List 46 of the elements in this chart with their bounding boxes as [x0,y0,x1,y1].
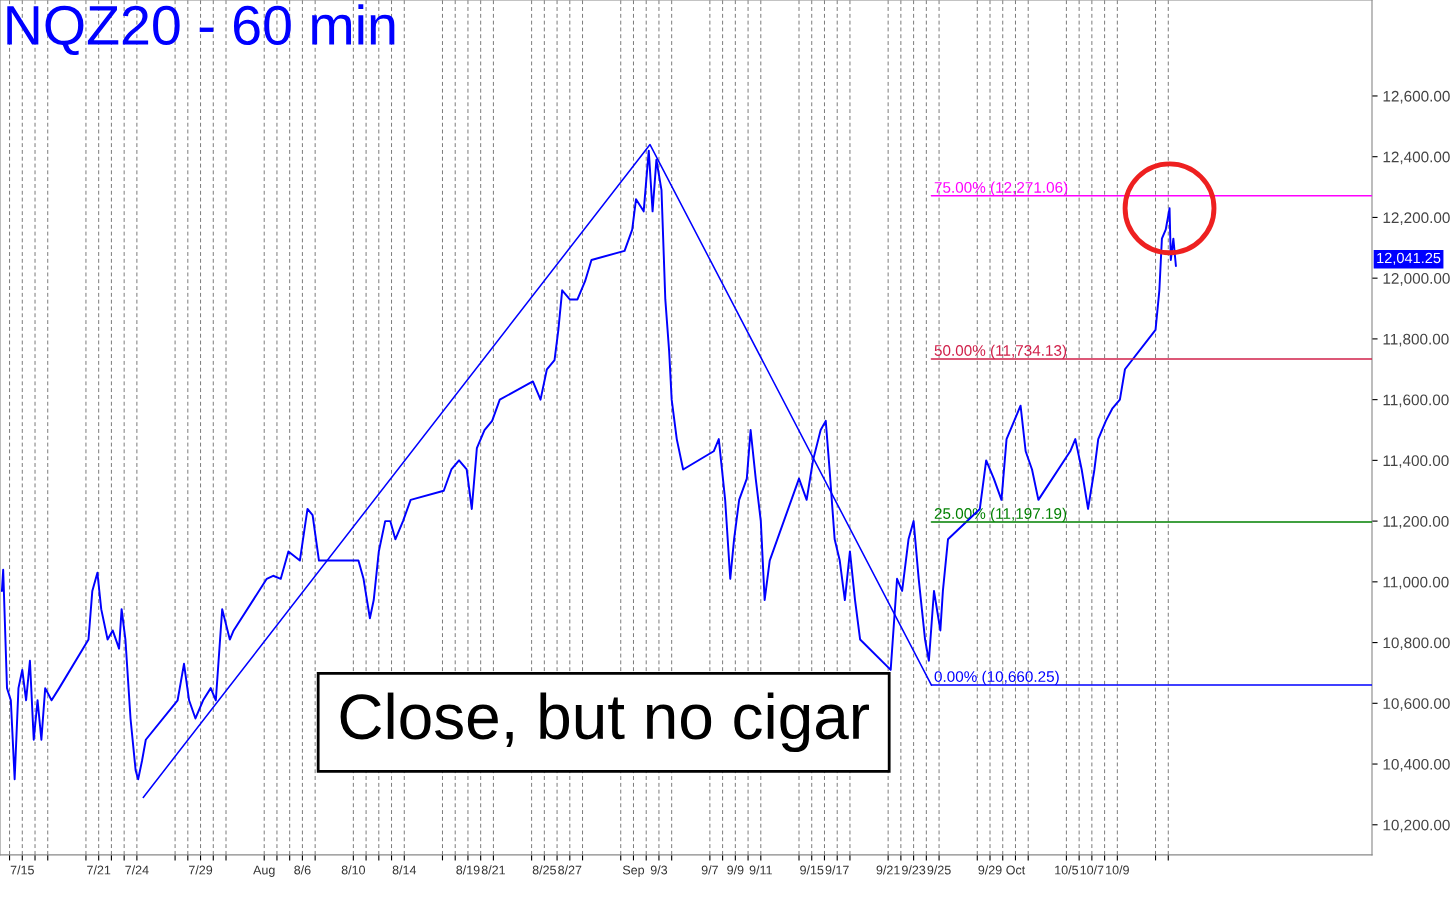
x-tick-label: 10/9 [1106,865,1129,875]
x-tick-label: 7/15 [10,865,34,875]
x-tick-label: 8/21 [481,865,505,875]
x-tick-label: 7/29 [189,865,213,875]
x-tick-label: 9/25 [927,865,951,875]
text: 12,041.25 [1377,252,1441,265]
x-tick-label: 8/14 [392,865,417,875]
x-tick-label: 9/11 [749,865,772,875]
x-tick-label: 8/19 [456,865,480,875]
y-tick-label: 11,600.00 [1383,394,1449,408]
y-tick-label: 10,600.00 [1383,698,1450,711]
x-tick-label: Sep [622,865,645,877]
x-tick-label: 7/21 [87,865,111,875]
y-tick-label: 10,400.00 [1383,758,1450,772]
x-tick-label: 10/5 [1055,865,1079,875]
y-tick-label: 11,400.00 [1383,455,1449,468]
x-tick-label: 9/7 [701,865,718,875]
x-tick-label: 9/21 [876,865,900,875]
x-tick-label: 9/23 [902,865,926,875]
annotation: Close, but no cigar [340,692,869,753]
y-tick-label: 12,200.00 [1383,212,1450,225]
x-tick-label: 9/9 [727,865,744,875]
series-label: 75.00% (12,271.06) [934,181,1068,196]
x-tick-label: 9/15 [800,865,824,875]
y-tick-label: 10,800.00 [1383,637,1450,651]
y-tick-label: 12,400.00 [1383,151,1450,165]
x-tick-label: 7/24 [125,865,149,875]
y-tick-label: 11,000.00 [1383,576,1449,590]
y-tick-label: 12,000.00 [1383,273,1450,286]
x-tick-label: 9/17 [825,865,849,875]
x-tick-label: 8/25 [532,865,556,875]
series-label: 50.00% (11,734.13) [934,344,1067,359]
y-tick-label: 11,200.00 [1383,515,1449,529]
x-tick-label: 8/27 [558,865,582,875]
chart-title: NQZ20 - 60 min [7,4,395,56]
x-tick-label: Aug [253,865,275,877]
x-tick-label: 9/3 [650,865,668,875]
y-tick-label: 11,800.00 [1383,333,1449,347]
x-tick-label: Oct [1006,865,1026,875]
x-tick-label: 9/29 [978,865,1002,875]
y-tick-label: 12,600.00 [1383,90,1450,104]
x-tick-label: 10/7 [1080,865,1104,875]
x-tick-label: 8/10 [341,865,366,875]
series-label: 0.00% (10,660.25) [934,670,1059,685]
x-tick-label: 8/6 [294,865,311,875]
y-tick-label: 10,200.00 [1383,819,1450,833]
